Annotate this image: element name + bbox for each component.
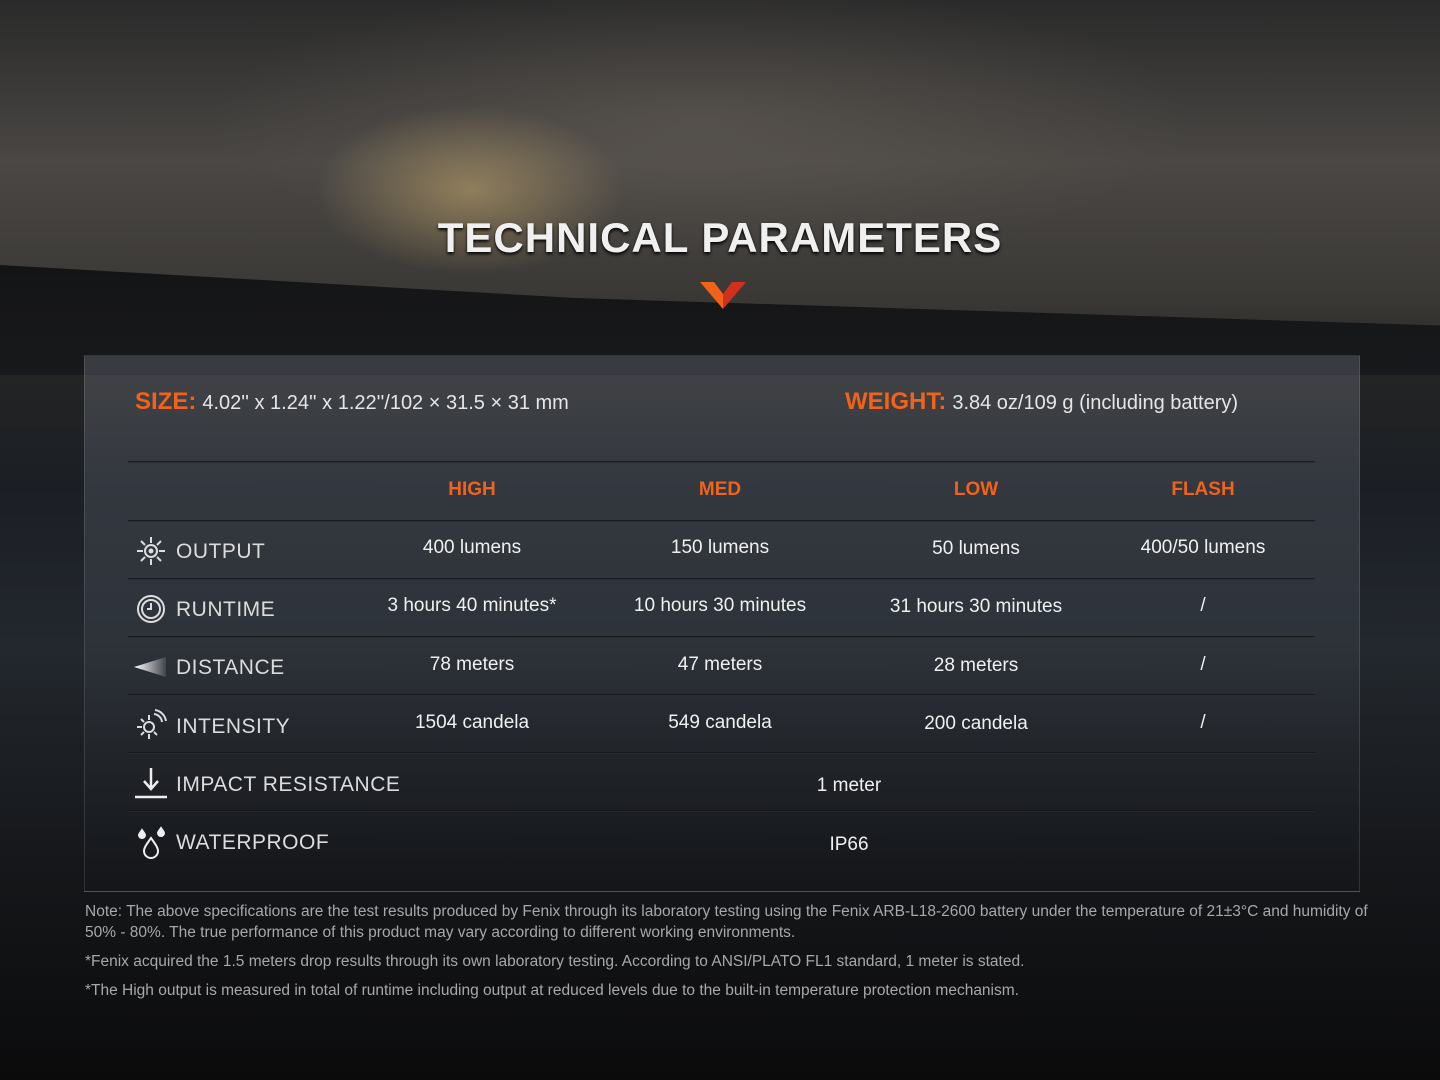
row-label-impact-resistance: IMPACT RESISTANCE: [176, 773, 401, 796]
table-cell: 3 hours 40 minutes*: [387, 595, 557, 616]
table-cell: 1504 candela: [414, 712, 530, 733]
divider: [128, 752, 1315, 754]
drop-arrow-icon: [135, 768, 167, 799]
column-header-med: MED: [698, 479, 742, 500]
size-label: SIZE:: [135, 388, 197, 415]
table-cell: 549 candela: [668, 712, 772, 733]
column-header-low: LOW: [953, 479, 999, 500]
table-cell: 10 hours 30 minutes: [633, 595, 807, 616]
table-cell: 400/50 lumens: [1140, 537, 1266, 558]
table-cell: 400 lumens: [422, 537, 522, 558]
table-cell: 78 meters: [429, 654, 515, 675]
divider: [128, 694, 1315, 696]
weight-spec: WEIGHT: 3.84 oz/109 g (including battery): [845, 388, 1238, 416]
weight-value: 3.84 oz/109 g (including battery): [952, 392, 1239, 414]
table-cell: /: [1200, 654, 1206, 675]
size-spec: SIZE: 4.02'' x 1.24'' x 1.22''/102 × 31.5…: [135, 388, 569, 416]
row-label-waterproof: WATERPROOF: [176, 831, 330, 854]
table-cell: 47 meters: [677, 654, 763, 675]
sun-icon: [137, 537, 165, 565]
divider: [128, 810, 1315, 812]
divider: [128, 636, 1315, 638]
water-drops-icon: [137, 826, 166, 859]
chevron-down-icon: [700, 282, 746, 309]
table-cell: 150 lumens: [670, 537, 770, 558]
divider: [128, 520, 1315, 522]
table-cell: 28 meters: [933, 655, 1019, 676]
row-label-output: OUTPUT: [176, 540, 266, 563]
divider: [128, 578, 1315, 580]
spec-panel: [84, 355, 1360, 892]
row-label-intensity: INTENSITY: [176, 715, 291, 738]
row-label-runtime: RUNTIME: [176, 598, 276, 621]
clock-icon: [137, 595, 165, 623]
column-header-high: HIGH: [448, 479, 496, 500]
page-title: TECHNICAL PARAMETERS: [437, 214, 1003, 261]
table-cell: IP66: [829, 834, 869, 855]
intensity-icon: [137, 709, 167, 739]
table-cell: /: [1200, 712, 1206, 733]
row-label-distance: DISTANCE: [176, 656, 285, 679]
table-cell: 200 candela: [924, 713, 1028, 734]
table-cell: /: [1200, 595, 1206, 616]
size-value: 4.02'' x 1.24'' x 1.22''/102 × 31.5 × 31…: [202, 392, 569, 414]
divider: [128, 461, 1315, 463]
note-specifications: Note: The above specifications are the t…: [85, 903, 1368, 941]
table-cell: 1 meter: [816, 775, 882, 796]
weight-label: WEIGHT:: [845, 388, 947, 415]
column-header-flash: FLASH: [1171, 479, 1235, 500]
note-drop-test: *Fenix acquired the 1.5 meters drop resu…: [85, 953, 1025, 970]
table-cell: 31 hours 30 minutes: [889, 596, 1063, 617]
beam-icon: [134, 657, 166, 677]
table-cell: 50 lumens: [932, 538, 1020, 559]
note-high-output: *The High output is measured in total of…: [85, 982, 1019, 999]
